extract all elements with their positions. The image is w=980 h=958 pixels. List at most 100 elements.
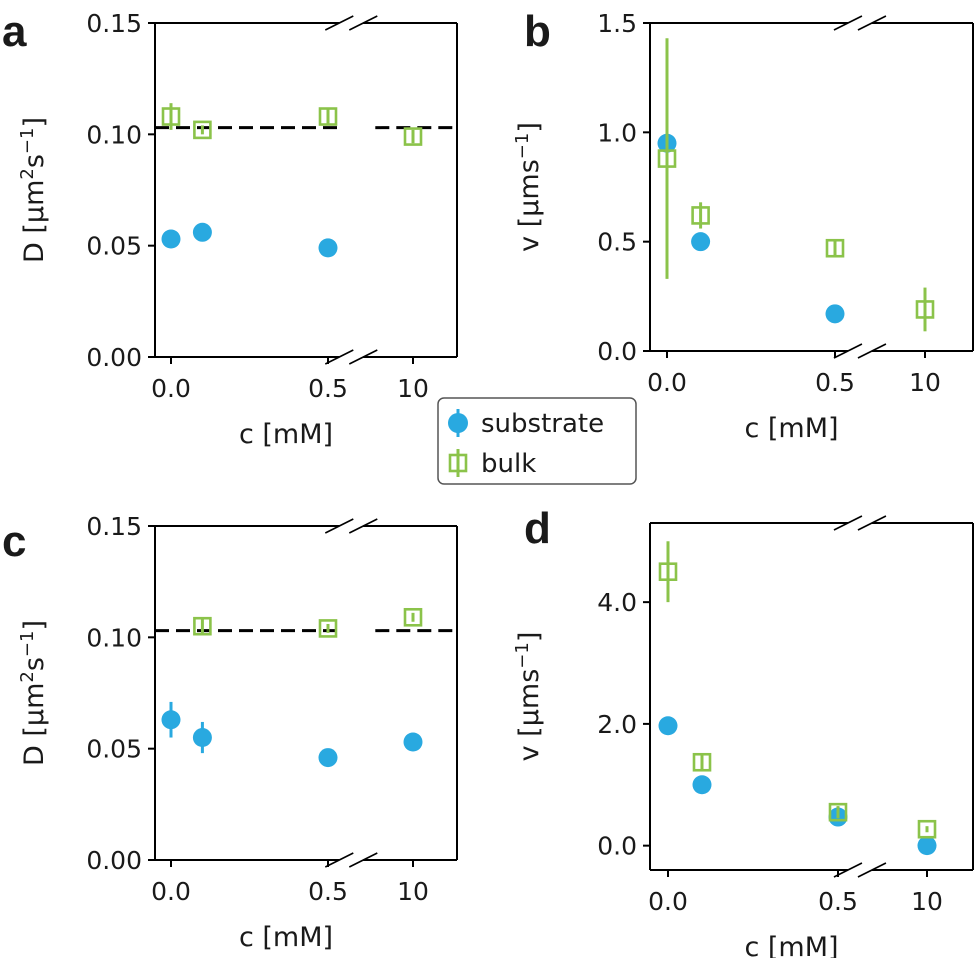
axis-break-mark bbox=[833, 515, 863, 531]
x-tick-label: 0.5 bbox=[308, 374, 348, 403]
bulk-point bbox=[193, 616, 212, 636]
y-label-part: ] bbox=[19, 620, 50, 631]
axis-break-mark bbox=[857, 15, 887, 31]
y-label-part: s bbox=[19, 657, 50, 671]
y-tick-label: 0.00 bbox=[86, 343, 142, 372]
y-tick-label: 0.10 bbox=[86, 120, 142, 149]
x-tick-label: 0.0 bbox=[151, 374, 191, 403]
axis-break-mark bbox=[833, 343, 863, 359]
x-tick-label: 10 bbox=[397, 877, 429, 906]
x-axis-label: c [mM] bbox=[239, 922, 333, 953]
legend-bulk-marker bbox=[448, 449, 468, 477]
y-label-part: ] bbox=[514, 632, 545, 643]
axis-break-mark bbox=[348, 15, 378, 31]
panel-a: 0.00 0.05 0.10 0.15 0.0 0.5 10 c [mM] D [μm2s−1] bbox=[17, 9, 458, 450]
x-axis-label: c [mM] bbox=[744, 413, 838, 444]
substrate-point bbox=[917, 836, 937, 856]
substrate-point bbox=[318, 748, 338, 768]
y-tick-label: 0.5 bbox=[597, 228, 637, 257]
x-tick-label: 0.0 bbox=[648, 887, 688, 916]
x-axis-label: c [mM] bbox=[239, 419, 333, 450]
x-tick-label: 0.5 bbox=[308, 877, 348, 906]
legend: substrate bulk bbox=[437, 397, 637, 485]
y-label-superscript: −1 bbox=[512, 642, 533, 669]
x-tick-label: 10 bbox=[911, 887, 943, 916]
y-tick-label: 0.10 bbox=[86, 623, 142, 652]
y-tick-label: 2.0 bbox=[597, 710, 637, 739]
axis-break-mark bbox=[833, 15, 863, 31]
substrate-point bbox=[691, 232, 711, 252]
y-tick-label: 1.0 bbox=[597, 118, 637, 147]
x-tick-label: 0.0 bbox=[151, 877, 191, 906]
legend-bulk-square bbox=[448, 453, 468, 473]
bulk-point bbox=[692, 752, 712, 772]
bulk-point bbox=[917, 819, 937, 839]
axis-break-mark bbox=[324, 349, 354, 365]
y-label-superscript: 2 bbox=[17, 671, 38, 682]
legend-bulk-label: bulk bbox=[481, 449, 536, 479]
panel-label-d: d bbox=[524, 504, 551, 553]
legend-frame bbox=[437, 397, 637, 485]
axis-break-mark bbox=[857, 515, 887, 531]
substrate-point bbox=[192, 222, 212, 242]
y-tick-label: 0.05 bbox=[86, 232, 142, 261]
x-tick-label: 0.0 bbox=[647, 368, 687, 397]
y-tick-label: 0.05 bbox=[86, 735, 142, 764]
y-axis-label: v [μms−1] bbox=[512, 122, 546, 252]
y-label-part: s bbox=[19, 154, 50, 168]
bulk-point bbox=[161, 107, 181, 126]
bulk-point bbox=[825, 238, 845, 258]
substrate-point bbox=[161, 710, 181, 730]
legend-substrate-label: substrate bbox=[481, 409, 604, 439]
panel-c: 0.00 0.05 0.10 0.15 0.0 0.5 10 c [mM] D [μm2s−1] bbox=[17, 512, 458, 953]
y-axis-label: D [μm2s−1] bbox=[17, 117, 51, 263]
y-label-part: ] bbox=[514, 122, 545, 133]
y-label-superscript: −1 bbox=[17, 128, 38, 155]
substrate-point bbox=[692, 775, 712, 795]
y-tick-label: 0.0 bbox=[597, 832, 637, 861]
panel-label-b: b bbox=[524, 7, 551, 56]
panel-label-c: c bbox=[2, 517, 26, 566]
y-tick-label: 0.15 bbox=[86, 9, 142, 38]
substrate-point bbox=[192, 728, 212, 748]
substrate-point bbox=[161, 229, 181, 249]
legend-substrate-marker bbox=[448, 409, 468, 437]
axis-break-mark bbox=[348, 852, 378, 868]
substrate-point bbox=[318, 238, 338, 258]
y-axis-label: v [μms−1] bbox=[512, 632, 546, 762]
y-tick-label: 0.15 bbox=[86, 512, 142, 541]
bulk-point bbox=[691, 206, 710, 225]
y-label-superscript: −1 bbox=[17, 631, 38, 658]
y-label-part: v [μms bbox=[514, 159, 545, 252]
plots: 0.000.050.100.150.0 0.5 10c [mM]D [μm2s−1]… bbox=[17, 9, 974, 958]
y-label-part: D [μm bbox=[19, 683, 50, 766]
bulk-point bbox=[915, 300, 935, 319]
panel-b: 0.0 0.5 1.0 1.5 0.0 0.5 10 c [mM] v [μms−1] bbox=[512, 9, 974, 444]
y-tick-label: 0.0 bbox=[597, 337, 637, 366]
x-tick-label: 0.5 bbox=[815, 368, 855, 397]
x-tick-label: 10 bbox=[909, 368, 941, 397]
axis-break-mark bbox=[348, 349, 378, 365]
panel-d: 0.0 2.0 4.0 0.0 0.5 10 c [mM] v [μms−1] bbox=[512, 515, 974, 958]
y-axis-label: D [μm2s−1] bbox=[17, 620, 51, 766]
x-axis-label: c [mM] bbox=[744, 932, 838, 958]
axis-break-mark bbox=[324, 852, 354, 868]
bulk-point bbox=[318, 619, 338, 638]
substrate-point bbox=[403, 732, 423, 752]
y-label-superscript: 2 bbox=[17, 168, 38, 179]
legend-substrate-dot bbox=[448, 413, 468, 433]
bulk-point bbox=[403, 607, 423, 627]
bulk-point bbox=[403, 127, 423, 146]
panel-label-a: a bbox=[2, 7, 27, 56]
axis-break-mark bbox=[324, 518, 354, 534]
y-label-part: D [μm bbox=[19, 180, 50, 263]
x-tick-label: 10 bbox=[397, 374, 429, 403]
bulk-point bbox=[318, 107, 338, 126]
y-tick-label: 4.0 bbox=[597, 588, 637, 617]
bulk-point bbox=[657, 149, 677, 168]
x-tick-label: 0.5 bbox=[818, 887, 858, 916]
y-label-part: ] bbox=[19, 117, 50, 128]
substrate-point bbox=[825, 304, 845, 324]
y-tick-label: 1.5 bbox=[597, 9, 637, 38]
bulk-point bbox=[658, 562, 678, 582]
